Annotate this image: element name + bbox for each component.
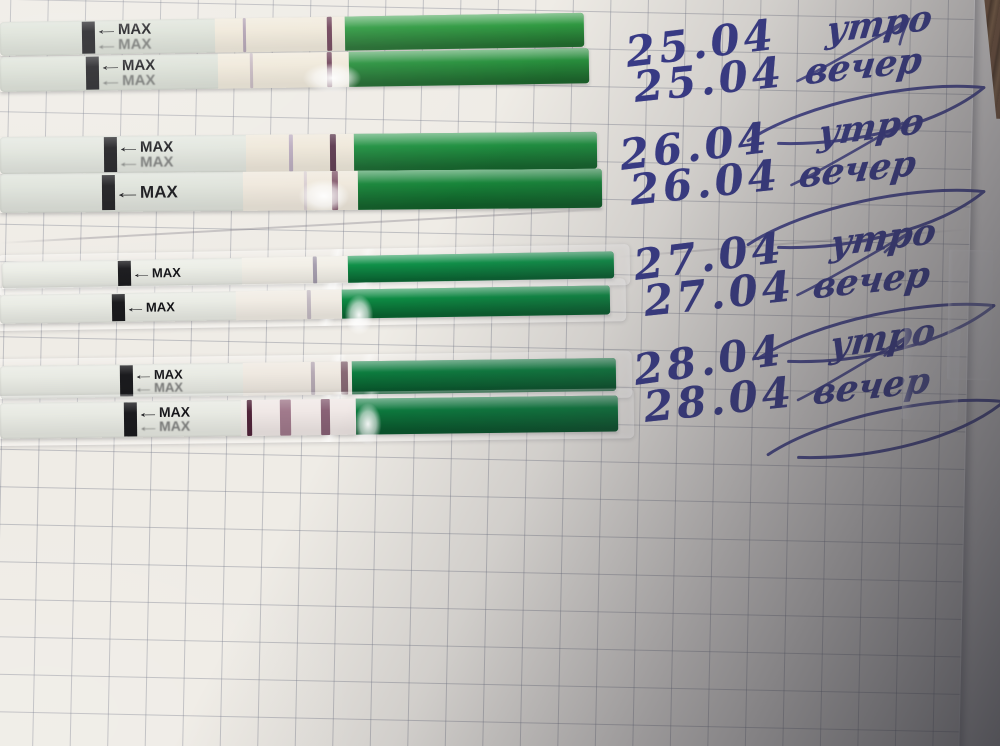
note-time: вечер [809,359,933,414]
note-time: вечер [809,253,933,308]
note-time: вечер [801,39,925,94]
note-time: вечер [795,142,919,197]
